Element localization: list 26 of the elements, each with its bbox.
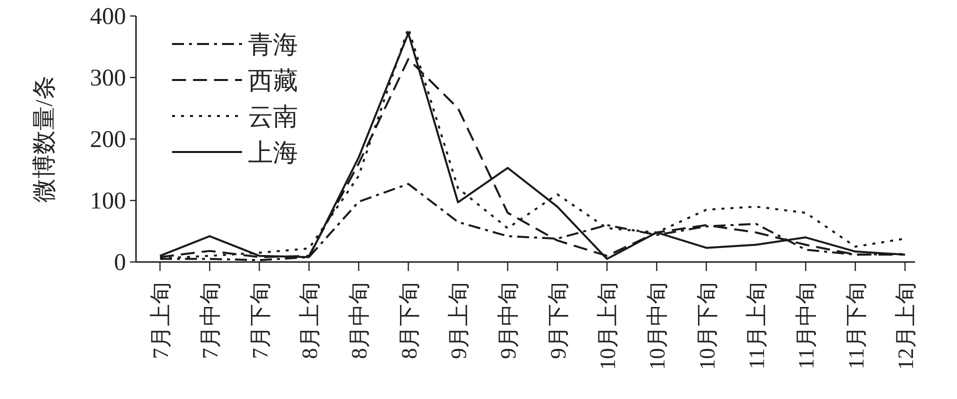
x-tick-label: 10月下旬 bbox=[694, 282, 720, 370]
x-tick-label: 10月上旬 bbox=[595, 282, 620, 370]
x-tick-label: 12月上旬 bbox=[893, 282, 918, 370]
x-tick-label: 9月上旬 bbox=[446, 282, 471, 359]
x-tick-label: 7月下旬 bbox=[247, 282, 272, 359]
y-axis-title: 微博数量/条 bbox=[32, 76, 58, 202]
x-tick-label: 7月上旬 bbox=[148, 282, 173, 359]
y-tick-label: 400 bbox=[90, 4, 126, 30]
x-tick-label: 10月中旬 bbox=[644, 282, 670, 370]
x-tick-label: 8月下旬 bbox=[396, 282, 422, 359]
x-tick-label: 9月下旬 bbox=[545, 282, 570, 359]
y-tick-label: 300 bbox=[90, 66, 126, 92]
y-tick-label: 100 bbox=[90, 188, 126, 214]
legend-label: 云南 bbox=[248, 104, 298, 131]
x-tick-label: 11月中旬 bbox=[794, 282, 819, 370]
legend-label: 上海 bbox=[248, 140, 298, 167]
y-tick-label: 0 bbox=[114, 250, 126, 276]
legend-label: 西藏 bbox=[248, 68, 298, 95]
y-tick-label: 200 bbox=[90, 127, 126, 153]
x-tick-label: 8月中旬 bbox=[346, 282, 372, 359]
x-tick-label: 7月中旬 bbox=[198, 282, 223, 359]
x-tick-label: 9月中旬 bbox=[496, 282, 521, 359]
x-tick-label: 11月下旬 bbox=[843, 282, 868, 370]
x-tick-label: 11月上旬 bbox=[744, 282, 769, 370]
legend-label: 青海 bbox=[248, 32, 298, 59]
x-tick-label: 8月上旬 bbox=[297, 282, 322, 359]
